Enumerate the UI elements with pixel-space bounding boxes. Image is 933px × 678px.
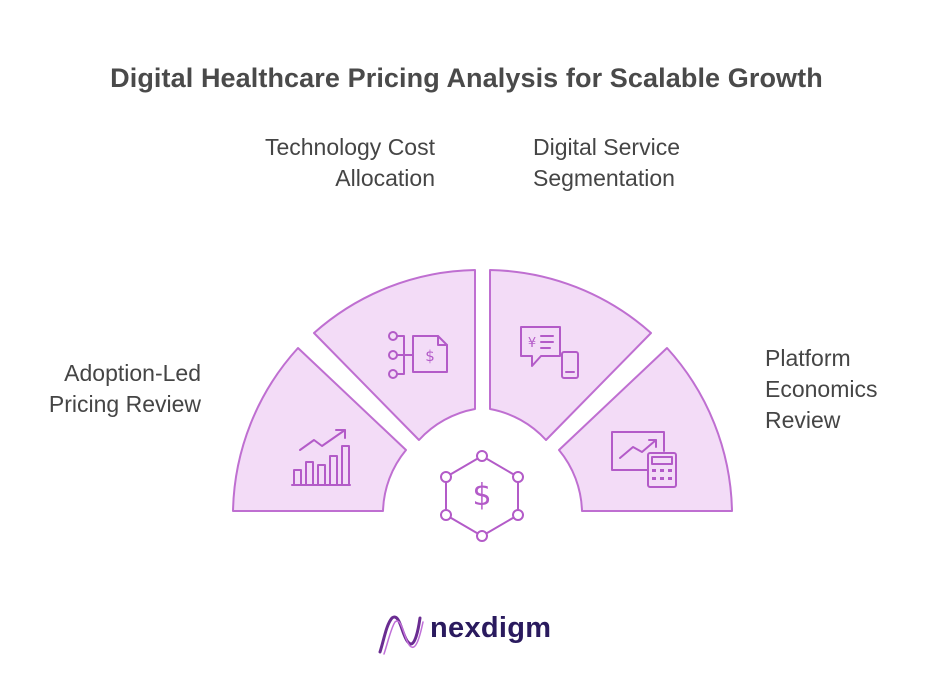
service-segmentation-icon: ¥ — [520, 326, 579, 379]
chart-calculator-icon — [611, 431, 677, 488]
svg-text:$: $ — [425, 347, 435, 365]
dollar-hexagon-icon: $ — [440, 450, 524, 542]
growth-chart-icon — [291, 429, 351, 486]
label-line: Pricing Review — [48, 391, 201, 417]
page-title: Digital Healthcare Pricing Analysis for … — [110, 63, 823, 93]
svg-text:¥: ¥ — [528, 336, 536, 351]
label-digital-service-segmentation: Digital Service Segmentation — [533, 132, 773, 194]
label-line: Platform — [765, 345, 851, 371]
label-line: Digital Service — [533, 134, 680, 160]
nexdigm-logo-icon — [378, 615, 424, 655]
brand-name: nexdigm — [430, 612, 552, 644]
label-adoption-led-pricing-review: Adoption-Led Pricing Review — [0, 358, 201, 420]
label-line: Review — [765, 407, 841, 433]
segment-technology-cost[interactable] — [313, 269, 476, 441]
label-line: Economics — [765, 376, 878, 402]
svg-text:$: $ — [472, 478, 491, 513]
label-line: Segmentation — [533, 165, 675, 191]
segment-digital-service[interactable] — [489, 269, 652, 441]
label-technology-cost-allocation: Technology Cost Allocation — [215, 132, 435, 194]
label-line: Adoption-Led — [64, 360, 201, 386]
segment-adoption-led[interactable] — [232, 347, 407, 512]
label-line: Allocation — [335, 165, 435, 191]
label-platform-economics-review: Platform Economics Review — [765, 343, 925, 436]
cost-allocation-icon: $ — [388, 331, 448, 379]
label-line: Technology Cost — [264, 134, 435, 160]
segment-platform-economics[interactable] — [558, 347, 733, 512]
